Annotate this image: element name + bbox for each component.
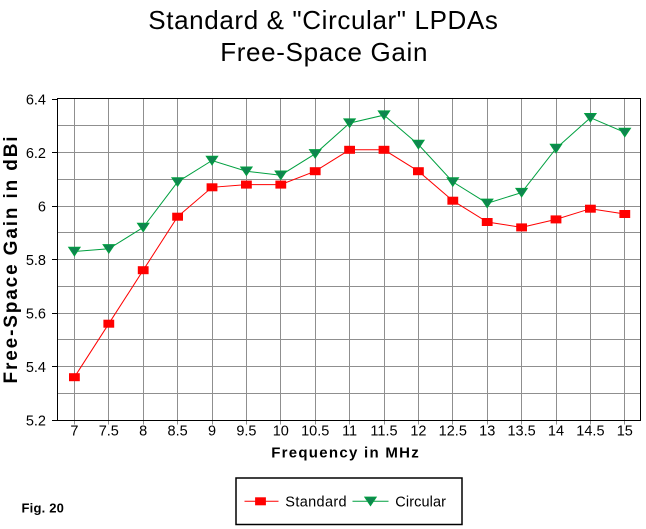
svg-text:13: 13	[479, 423, 495, 439]
svg-text:13.5: 13.5	[507, 423, 535, 439]
svg-text:5.4: 5.4	[26, 360, 46, 376]
svg-text:11: 11	[342, 423, 357, 439]
svg-text:7: 7	[70, 423, 78, 439]
svg-text:10.5: 10.5	[301, 423, 329, 439]
svg-text:Free-Space Gain: Free-Space Gain	[220, 37, 428, 67]
svg-text:8.5: 8.5	[168, 423, 188, 439]
svg-text:6: 6	[38, 199, 46, 215]
svg-text:Standard & "Circular" LPDAs: Standard & "Circular" LPDAs	[148, 5, 498, 35]
svg-text:Frequency in MHz: Frequency in MHz	[271, 444, 420, 461]
svg-text:14: 14	[548, 423, 564, 439]
svg-text:10: 10	[273, 423, 289, 439]
svg-text:12.5: 12.5	[439, 423, 467, 439]
svg-text:7.5: 7.5	[99, 423, 119, 439]
svg-text:5.8: 5.8	[26, 253, 46, 269]
svg-text:6.2: 6.2	[26, 146, 46, 162]
svg-text:6.4: 6.4	[26, 92, 46, 108]
svg-text:15: 15	[617, 423, 633, 439]
svg-text:Fig. 20: Fig. 20	[22, 501, 65, 516]
svg-text:Free-Space Gain in dBi: Free-Space Gain in dBi	[1, 135, 22, 384]
svg-text:8: 8	[139, 423, 147, 439]
svg-text:5.2: 5.2	[26, 413, 46, 429]
svg-text:Circular: Circular	[395, 494, 446, 510]
svg-text:9: 9	[208, 423, 216, 439]
svg-text:12: 12	[410, 423, 426, 439]
svg-text:9.5: 9.5	[236, 423, 256, 439]
svg-text:5.6: 5.6	[26, 306, 46, 322]
svg-text:14.5: 14.5	[576, 423, 604, 439]
svg-text:Standard: Standard	[285, 494, 347, 510]
svg-text:11.5: 11.5	[370, 423, 397, 439]
